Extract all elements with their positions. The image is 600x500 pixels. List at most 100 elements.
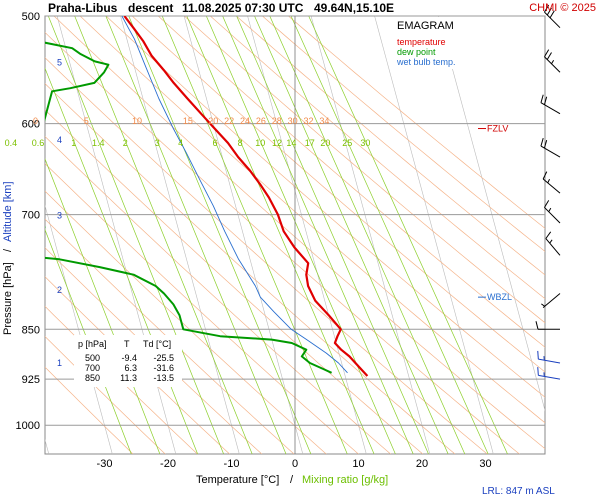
wind-barb (544, 49, 561, 73)
pressure-tick-label: 500 (22, 11, 40, 23)
pressure-tick-label: 700 (22, 210, 40, 222)
temperature-tick-label: 30 (479, 458, 491, 470)
dry-adiabat-line (262, 16, 545, 252)
mixing-ratio-label: 0.4 (5, 138, 18, 148)
table-row-td: -13.5 (153, 373, 174, 383)
wind-barb (535, 321, 560, 330)
isotherm-line (310, 16, 431, 454)
dry-adiabat-line (45, 109, 424, 454)
x-axis-label-temperature: Temperature [°C] (196, 474, 279, 486)
dry-adiabat-label: 24 (240, 116, 250, 126)
table-row-td: -25.5 (153, 353, 174, 363)
altitude-tick-label: 3 (57, 210, 62, 220)
table-row-t: 11.3 (120, 373, 137, 383)
legend-wet-bulb: wet bulb temp. (396, 57, 456, 67)
dry-adiabat-line (45, 366, 134, 454)
mixing-ratio-line (222, 16, 414, 454)
table-row-td: -31.6 (153, 363, 174, 373)
dry-adiabat-line (45, 336, 166, 454)
value-table: p [hPa] T Td [°C] 500 -9.4 -25.5 700 6.3… (74, 335, 182, 387)
dry-adiabat-line (53, 16, 545, 450)
legend-dew-point: dew point (397, 47, 436, 57)
mixing-ratio-line (308, 16, 508, 454)
wind-barb (542, 171, 561, 194)
altitude-tick-label: 4 (57, 135, 62, 145)
dry-adiabat-label: 10 (132, 116, 142, 126)
dry-adiabat-label: 30 (288, 116, 298, 126)
altitude-tick-label: 5 (57, 58, 62, 68)
dry-adiabat-label: 26 (256, 116, 266, 126)
mixing-ratio-label: 20 (320, 138, 330, 148)
wind-barb (541, 293, 561, 308)
wet-bulb-line (121, 16, 348, 374)
y-axis-label-altitude: Altitude [km] (2, 181, 14, 242)
mixing-ratio-line (269, 16, 466, 454)
mixing-ratio-label: 6 (212, 138, 217, 148)
dry-adiabat-line (131, 16, 545, 373)
copyright: CHMI © 2025 (529, 2, 596, 14)
table-row-p: 700 (85, 363, 100, 373)
wind-barb (537, 350, 561, 364)
mixing-ratio-label: 0.6 (32, 138, 45, 148)
mixing-ratio-line (105, 16, 287, 454)
dry-adiabat-label: 5 (84, 116, 89, 126)
wbzl-label: WBZL (487, 292, 512, 302)
temperature-line (123, 16, 369, 377)
pressure-tick-label: 925 (22, 374, 40, 386)
table-header-td: Td [°C] (143, 339, 171, 349)
mixing-ratio-label: 10 (255, 138, 265, 148)
mixing-ratio-label: 8 (238, 138, 243, 148)
y-axis-label-separator: / (2, 248, 14, 252)
isotherm-line (183, 16, 304, 454)
mixing-ratio-label: 1.4 (92, 138, 105, 148)
mixing-ratio-label: 17 (305, 138, 315, 148)
mixing-ratio-line (161, 16, 348, 454)
dry-adiabat-line (79, 16, 545, 424)
legend-temperature: temperature (397, 37, 446, 47)
header-station: Praha-Libus (48, 1, 118, 15)
dry-adiabat-line (45, 163, 359, 454)
table-header-t: T (124, 339, 130, 349)
header-datetime: 11.08.2025 07:30 UTC (182, 1, 304, 15)
pressure-tick-label: 600 (22, 119, 40, 131)
mixing-ratio-label: 1 (71, 138, 76, 148)
mixing-ratio-label: 3 (155, 138, 160, 148)
table-header-p: p [hPa] (78, 339, 107, 349)
dry-adiabat-line (288, 16, 545, 229)
mixing-ratio-label: 25 (342, 138, 352, 148)
dry-adiabat-line (45, 247, 263, 454)
mixing-ratio-line (74, 16, 253, 454)
dry-adiabat-label: 20 (208, 116, 218, 126)
mixing-ratio-label: 2 (123, 138, 128, 148)
dry-adiabat-line (45, 31, 520, 454)
dry-adiabat-label: 15 (183, 116, 193, 126)
mixing-ratio-line (254, 16, 449, 454)
mixing-ratio-line (128, 16, 312, 454)
dry-adiabat-line (45, 276, 230, 454)
table-row-p: 850 (85, 373, 100, 383)
table-row-p: 500 (85, 353, 100, 363)
legend-title: EMAGRAM (397, 20, 454, 32)
mixing-ratio-label: 12 (272, 138, 282, 148)
wind-barb (540, 94, 561, 115)
mixing-ratio-label: 14 (286, 138, 296, 148)
temperature-tick-label: 10 (352, 458, 364, 470)
dry-adiabat-label: 0 (33, 116, 38, 126)
wind-barb (544, 200, 561, 224)
legend-box (393, 17, 477, 69)
dry-adiabat-line (157, 16, 545, 348)
fzlv-label: FZLV (487, 124, 508, 134)
isotherm-line (120, 16, 240, 454)
temperature-tick-label: 20 (416, 458, 428, 470)
isotherm-line (437, 16, 545, 412)
dry-adiabat-label: 34 (319, 116, 329, 126)
mixing-ratio-line (290, 16, 489, 454)
wind-barb (544, 4, 561, 29)
mixing-ratio-line (236, 16, 429, 454)
lrl-label: LRL: 847 m ASL (482, 486, 555, 497)
dry-adiabat-line (45, 136, 391, 454)
temperature-tick-label: -20 (160, 458, 176, 470)
mixing-ratio-line (186, 16, 375, 454)
table-row-t: 6.3 (124, 363, 137, 373)
dry-adiabat-line (45, 305, 198, 454)
